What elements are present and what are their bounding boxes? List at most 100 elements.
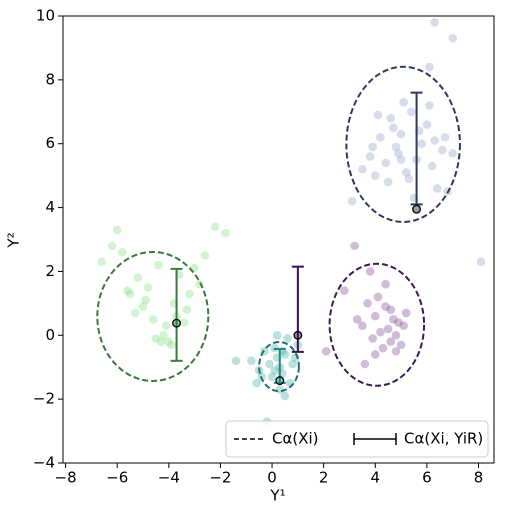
point <box>430 18 439 27</box>
point <box>391 346 401 356</box>
x-tick-label: 8 <box>474 469 484 487</box>
point <box>112 225 122 235</box>
point <box>394 148 403 158</box>
point <box>118 247 127 257</box>
point <box>267 372 277 382</box>
y-tick-label: −2 <box>33 390 55 408</box>
point <box>363 299 372 308</box>
legend-label: Cα(Xi, YiR) <box>404 430 483 448</box>
point <box>347 196 357 206</box>
point <box>378 343 388 353</box>
point <box>247 356 256 366</box>
point <box>321 346 331 356</box>
point <box>288 359 297 369</box>
point <box>376 327 385 337</box>
point <box>368 142 378 152</box>
point <box>358 321 367 331</box>
confidence-ellipse <box>258 340 300 393</box>
interval-point <box>412 204 422 214</box>
x-tick-label: 0 <box>267 469 277 487</box>
point <box>370 311 380 321</box>
y-tick-label: 10 <box>36 7 55 25</box>
point <box>448 148 458 158</box>
point <box>376 133 385 142</box>
point <box>151 334 161 343</box>
point <box>401 308 411 318</box>
point <box>373 110 383 120</box>
point <box>154 260 163 270</box>
x-tick-label: 4 <box>371 469 381 487</box>
x-tick-label: −6 <box>106 469 128 487</box>
point <box>425 62 434 72</box>
confidence-ellipse <box>345 65 461 223</box>
point <box>156 337 166 346</box>
legend-label: Cα(Xi) <box>272 430 319 448</box>
point <box>370 350 380 359</box>
interval-point <box>172 318 182 328</box>
point <box>370 171 380 180</box>
x-tick-label: −8 <box>55 469 77 487</box>
point <box>381 279 390 289</box>
point <box>200 251 210 260</box>
confidence-ellipse <box>328 262 426 387</box>
point <box>373 292 383 302</box>
point <box>231 356 241 366</box>
point <box>182 305 192 315</box>
point <box>159 330 168 340</box>
point <box>391 142 401 152</box>
point <box>270 366 279 375</box>
point <box>272 330 282 340</box>
interval-point <box>293 330 303 340</box>
y-axis-label: Y² <box>5 232 23 248</box>
point <box>430 136 439 145</box>
y-tick-label: −4 <box>33 454 55 472</box>
point <box>130 308 140 318</box>
point <box>383 177 393 187</box>
point <box>386 337 396 346</box>
point <box>476 257 486 267</box>
point <box>141 295 150 305</box>
point <box>440 133 450 142</box>
point <box>432 184 442 193</box>
point <box>425 101 434 110</box>
point <box>280 350 290 359</box>
point <box>358 164 367 174</box>
point <box>143 283 153 292</box>
point <box>365 152 375 161</box>
point <box>396 155 406 164</box>
point <box>448 34 458 43</box>
y-tick-label: 2 <box>45 262 55 280</box>
interval-point <box>275 376 285 386</box>
point <box>179 318 189 327</box>
point <box>97 257 107 267</box>
point <box>368 334 378 343</box>
plot-frame <box>62 15 495 464</box>
point <box>164 337 174 346</box>
point <box>265 359 274 369</box>
x-tick-label: −2 <box>209 469 231 487</box>
point <box>381 302 390 311</box>
point <box>365 267 375 276</box>
point <box>396 340 406 350</box>
point <box>389 315 398 324</box>
point <box>161 321 171 331</box>
x-axis-label: Y¹ <box>269 487 285 505</box>
point <box>422 120 432 129</box>
point <box>167 340 176 350</box>
point <box>283 334 292 343</box>
x-tick-label: −4 <box>158 469 180 487</box>
point <box>138 302 148 311</box>
point <box>221 228 230 238</box>
point <box>107 241 117 251</box>
x-tick-label: 2 <box>319 469 329 487</box>
point <box>125 289 135 299</box>
point <box>340 286 349 295</box>
point <box>123 286 132 295</box>
point <box>381 158 390 168</box>
point <box>391 330 401 340</box>
point <box>350 241 359 251</box>
confidence-ellipse <box>96 250 210 382</box>
point <box>252 378 261 388</box>
point <box>399 321 408 331</box>
